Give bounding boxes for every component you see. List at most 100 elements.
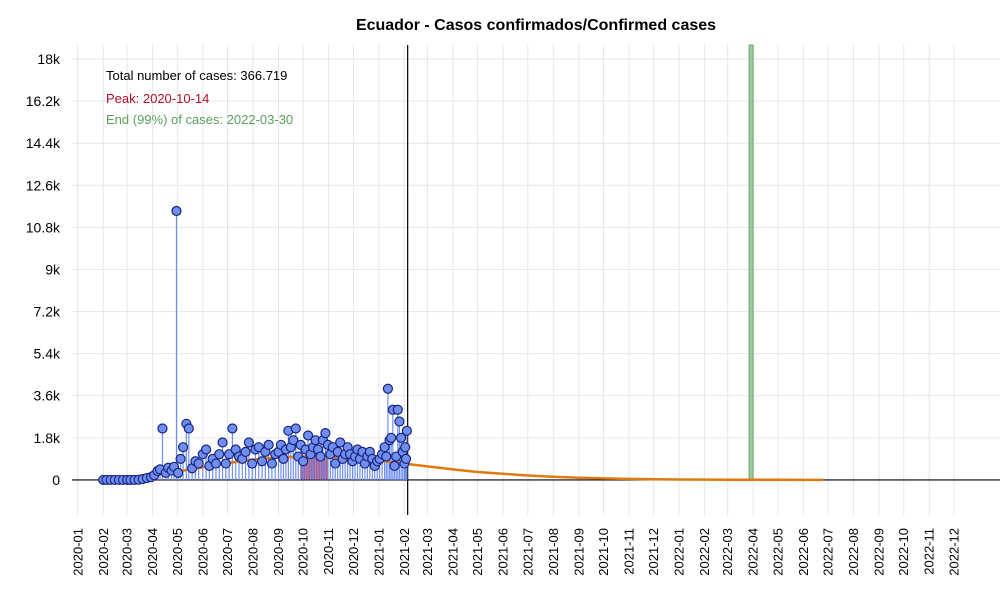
data-point bbox=[227, 423, 238, 434]
data-point bbox=[183, 423, 194, 434]
data-point bbox=[263, 439, 274, 450]
x-tick-label: 2021-08 bbox=[546, 528, 561, 576]
end-band bbox=[748, 44, 754, 481]
x-tick-label: 2020-10 bbox=[296, 528, 311, 576]
y-tick-label: 16.2k bbox=[26, 93, 61, 109]
data-point bbox=[379, 442, 390, 453]
x-tick-label: 2020-03 bbox=[120, 528, 135, 576]
x-tick-label: 2022-03 bbox=[720, 528, 735, 576]
x-tick-label: 2022-11 bbox=[922, 528, 937, 575]
data-point bbox=[175, 453, 186, 464]
data-point bbox=[392, 404, 403, 415]
x-tick-label: 2022-12 bbox=[946, 528, 961, 576]
data-point bbox=[389, 460, 400, 471]
data-point bbox=[193, 458, 204, 469]
x-tick-label: 2022-06 bbox=[796, 528, 811, 576]
data-point bbox=[400, 453, 412, 464]
points bbox=[98, 205, 412, 486]
x-tick-label: 2021-04 bbox=[445, 528, 460, 576]
data-point bbox=[298, 456, 309, 467]
y-tick-label: 5.4k bbox=[34, 346, 61, 362]
x-tick-label: 2020-12 bbox=[346, 528, 361, 576]
y-tick-label: 18k bbox=[37, 51, 61, 67]
annotation-end: End (99%) of cases: 2022-03-30 bbox=[106, 112, 293, 127]
data-point bbox=[177, 442, 189, 453]
data-point bbox=[220, 458, 231, 469]
y-tick-label: 9k bbox=[45, 261, 61, 277]
x-tick-label: 2021-01 bbox=[371, 528, 386, 576]
data-point bbox=[320, 428, 331, 439]
x-tick-label: 2022-04 bbox=[746, 528, 761, 576]
x-tick-label: 2021-12 bbox=[646, 528, 661, 576]
x-tick-label: 2020-09 bbox=[271, 528, 286, 576]
y-tick-label: 14.4k bbox=[26, 135, 61, 151]
data-point bbox=[303, 430, 314, 441]
data-point bbox=[171, 205, 182, 217]
data-point bbox=[173, 467, 184, 479]
y-tick-label: 12.6k bbox=[26, 177, 61, 193]
x-tick-label: 2022-09 bbox=[872, 528, 887, 576]
bands bbox=[300, 44, 754, 481]
x-tick-label: 2021-10 bbox=[596, 528, 611, 576]
y-tick-label: 0 bbox=[52, 472, 60, 488]
data-point bbox=[290, 423, 301, 434]
x-tick-label: 2021-02 bbox=[397, 528, 412, 576]
data-point bbox=[157, 423, 168, 434]
data-point bbox=[243, 437, 254, 448]
data-point bbox=[217, 437, 228, 448]
x-tick-label: 2021-07 bbox=[520, 528, 535, 576]
data-point bbox=[256, 456, 268, 467]
data-point bbox=[200, 444, 212, 455]
x-tick-label: 2020-11 bbox=[321, 528, 336, 575]
data-point bbox=[214, 449, 225, 460]
x-tick-label: 2021-11 bbox=[621, 528, 636, 575]
y-tick-label: 7.2k bbox=[34, 304, 61, 320]
x-tick-label: 2021-05 bbox=[470, 528, 485, 576]
x-tick-label: 2022-10 bbox=[896, 528, 911, 576]
data-point bbox=[381, 451, 392, 462]
x-tick-label: 2021-03 bbox=[420, 528, 435, 576]
x-tick-label: 2022-08 bbox=[846, 528, 861, 576]
y-tick-label: 3.6k bbox=[34, 388, 61, 404]
y-tick-label: 10.8k bbox=[26, 219, 61, 235]
x-tick-label: 2020-01 bbox=[70, 528, 85, 576]
y-tick-labels: 0 1.8k 3.6k 5.4k 7.2k 9k 10.8k 12.6k 14.4k 16.2k 1… bbox=[26, 51, 61, 488]
data-point bbox=[400, 442, 411, 453]
x-tick-label: 2020-02 bbox=[96, 528, 111, 576]
data-point bbox=[386, 432, 397, 443]
data-point bbox=[266, 458, 278, 469]
axes bbox=[72, 45, 1000, 515]
data-point bbox=[288, 435, 299, 446]
annotation-peak: Peak: 2020-10-14 bbox=[106, 91, 209, 106]
y-tick-label: 1.8k bbox=[34, 430, 61, 446]
x-tick-label: 2022-05 bbox=[770, 528, 785, 576]
x-tick-label: 2020-04 bbox=[145, 528, 160, 576]
stems bbox=[138, 211, 408, 480]
data-point bbox=[240, 446, 251, 457]
data-point bbox=[401, 425, 412, 436]
data-point bbox=[382, 383, 394, 394]
x-tick-label: 2020-07 bbox=[220, 528, 235, 576]
x-tick-labels: 2020-01 2020-02 2020-03 2020-04 2020-05 2020-… bbox=[70, 528, 961, 576]
x-tick-label: 2020-05 bbox=[170, 528, 185, 576]
chart-title: Ecuador - Casos confirmados/Confirmed ca… bbox=[356, 17, 716, 34]
data-point bbox=[330, 458, 341, 469]
x-tick-label: 2021-06 bbox=[496, 528, 511, 576]
x-tick-label: 2021-09 bbox=[571, 528, 586, 576]
data-point bbox=[394, 416, 405, 427]
x-tick-label: 2020-06 bbox=[195, 528, 210, 576]
x-tick-label: 2020-08 bbox=[245, 528, 260, 576]
x-tick-label: 2022-01 bbox=[672, 528, 687, 576]
x-tick-label: 2022-02 bbox=[697, 528, 712, 576]
data-point bbox=[395, 432, 407, 443]
data-point bbox=[278, 453, 289, 464]
data-point bbox=[247, 458, 258, 469]
x-tick-label: 2022-07 bbox=[821, 528, 836, 576]
data-point bbox=[210, 458, 222, 469]
annotations: Total number of cases: 366.719 Peak: 202… bbox=[106, 68, 293, 127]
annotation-total: Total number of cases: 366.719 bbox=[106, 68, 287, 83]
data-point bbox=[315, 451, 326, 462]
data-point bbox=[335, 437, 346, 448]
